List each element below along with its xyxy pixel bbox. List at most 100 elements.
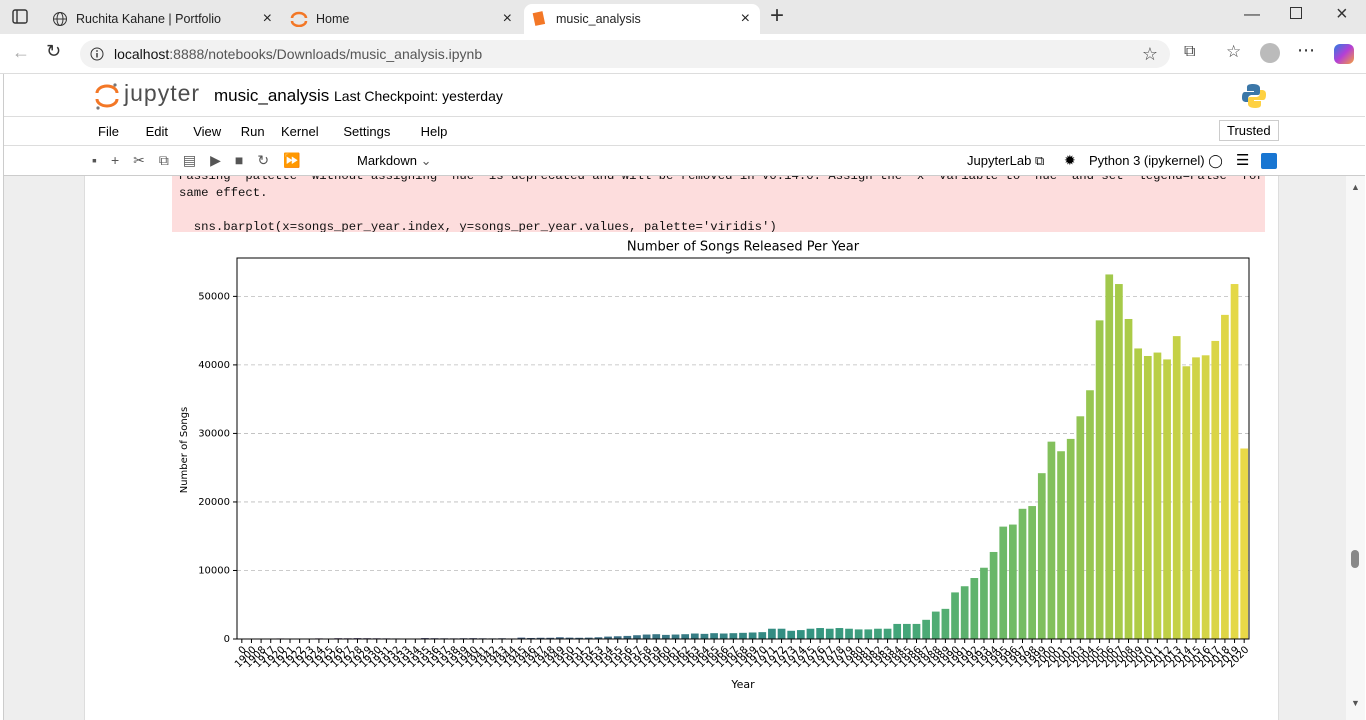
more[interactable]: ⋯ [1297, 40, 1315, 60]
toolbar: ▪+✂⧉▤▶■↻⏩ Markdown ⌄ JupyterLab ⧉ ✹ Pyth… [4, 146, 1365, 176]
bar [527, 637, 535, 639]
tab-bar: Ruchita Kahane | Portfolio × Home × music_… [0, 0, 1366, 34]
notebook-panel: Passing `palette` without assigning `hue… [84, 176, 1279, 720]
bar [922, 619, 930, 639]
bar [1143, 355, 1152, 639]
kernel[interactable]: Python 3 (ipykernel) ◯ [1089, 153, 1223, 168]
address-row: ← ↻ localhost:8888/notebooks/Downloads/m… [0, 34, 1366, 74]
extensions[interactable]: ⧉ [1184, 43, 1196, 60]
python-logo [1242, 84, 1266, 108]
bar [980, 567, 988, 639]
toc[interactable]: ☰ [1236, 152, 1250, 169]
bar [825, 628, 834, 639]
debugger[interactable]: ✹ [1064, 152, 1076, 168]
logo-text: jupyter [124, 80, 201, 106]
bar [768, 628, 776, 639]
minimize[interactable]: — [1244, 6, 1260, 23]
bar [796, 630, 805, 639]
tab-actions[interactable] [12, 9, 28, 25]
bar [1201, 355, 1210, 639]
y-tick-label: 50000 [198, 291, 230, 302]
url-bar[interactable]: localhost:8888/notebooks/Downloads/music… [80, 40, 1170, 68]
bar [1240, 448, 1249, 639]
menu-item[interactable]: File [98, 124, 119, 139]
bar [1115, 284, 1123, 639]
tab-active[interactable]: music_analysis × [524, 4, 760, 34]
tab-title: music_analysis [556, 12, 641, 26]
bar [623, 635, 632, 639]
bar [989, 551, 998, 639]
bar [710, 633, 718, 639]
tool-icons[interactable]: ▪+✂⧉▤▶■↻⏩ [92, 152, 315, 168]
warning-text: Passing `palette` without assigning `hue… [179, 176, 1265, 183]
checkpoint: Last Checkpoint: yesterday [334, 88, 503, 104]
bar [1221, 314, 1229, 639]
restore[interactable] [1290, 7, 1302, 19]
bar [613, 636, 622, 639]
bar [893, 623, 902, 639]
copilot[interactable] [1334, 44, 1354, 64]
menu-item[interactable]: Help [420, 124, 448, 139]
bar [970, 578, 979, 639]
logo-icon [95, 83, 119, 110]
tab[interactable]: Ruchita Kahane | Portfolio × [44, 4, 282, 34]
menu-item[interactable]: Kernel [281, 124, 319, 139]
bar [604, 636, 612, 639]
bar [931, 611, 940, 639]
bar [902, 623, 911, 639]
bar [874, 628, 882, 639]
bar [864, 629, 873, 639]
bar [1230, 284, 1239, 639]
tab-title: Home [316, 12, 350, 26]
menu-item[interactable]: View [193, 124, 222, 139]
bar [854, 629, 863, 639]
bar [758, 632, 767, 639]
bar [1153, 352, 1162, 639]
menu-item[interactable]: Settings [343, 124, 391, 139]
profile[interactable] [1260, 43, 1280, 63]
cell-type[interactable]: Markdown ⌄ [357, 153, 432, 168]
chart: Number of Songs Released Per Year Number… [179, 240, 1251, 692]
bar [1211, 340, 1220, 639]
y-tick-label: 40000 [198, 360, 230, 371]
bar [1163, 359, 1171, 639]
bar [719, 633, 728, 639]
bar [565, 637, 574, 639]
bar [1066, 438, 1075, 639]
bar [999, 526, 1008, 639]
y-tick-label: 10000 [198, 565, 230, 576]
close[interactable]: × [1336, 3, 1348, 25]
warning-code: sns.barplot(x=songs_per_year.index, y=so… [179, 220, 777, 232]
property-inspector[interactable] [1261, 153, 1277, 169]
bar [681, 634, 690, 639]
url-path: :8888/notebooks/Downloads/music_analysis… [169, 46, 483, 62]
menu-bar: File Edit View Run Kernel Settings Help [4, 116, 1365, 146]
trusted[interactable]: Trusted [1219, 120, 1279, 141]
jupyterlab[interactable]: JupyterLab ⧉ [967, 153, 1045, 168]
y-tick-label: 20000 [198, 497, 230, 508]
menu-item[interactable]: Run [240, 124, 265, 139]
axes-frame [236, 257, 1250, 640]
bar [642, 634, 651, 639]
favorites[interactable]: ☆ [1226, 42, 1242, 61]
bar [700, 633, 709, 639]
scrollbar[interactable]: ▲ ▼ [1346, 176, 1365, 720]
y-tick-label: 0 [224, 634, 230, 645]
reload[interactable]: ↻ [46, 41, 62, 61]
notebook-name[interactable]: music_analysis [214, 86, 330, 105]
bar [1018, 508, 1027, 639]
bar [1105, 274, 1114, 639]
menu-item[interactable]: Edit [145, 124, 168, 139]
bar [690, 633, 699, 639]
new-tab[interactable]: + [770, 2, 785, 29]
stderr-output: Passing `palette` without assigning `hue… [172, 176, 1265, 232]
cell-type-label: Markdown [357, 153, 417, 168]
tab[interactable]: Home × [284, 4, 522, 34]
back[interactable]: ← [12, 42, 30, 62]
tab-title: Ruchita Kahane | Portfolio [76, 12, 222, 26]
jupyterlab-label: JupyterLab [967, 153, 1032, 168]
bar [1076, 416, 1085, 639]
bar [748, 632, 757, 639]
bar [546, 637, 555, 639]
